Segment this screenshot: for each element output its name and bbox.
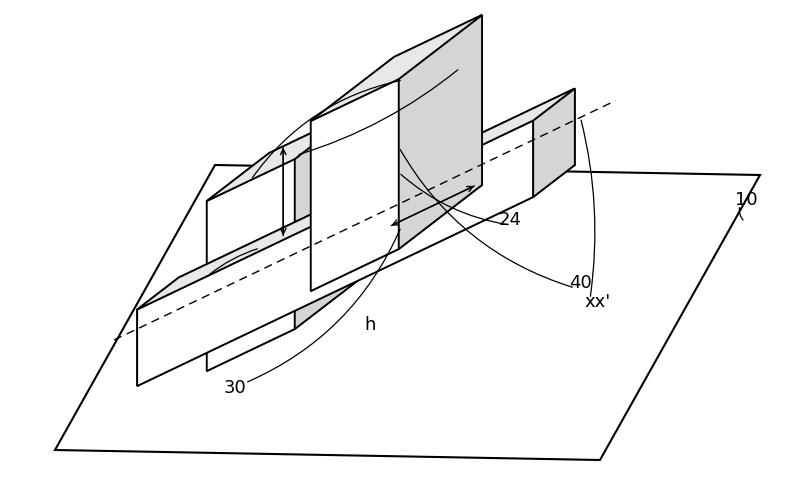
Text: d: d bbox=[210, 343, 221, 361]
Text: xx': xx' bbox=[585, 293, 611, 311]
Polygon shape bbox=[310, 15, 482, 121]
Polygon shape bbox=[179, 89, 574, 354]
Polygon shape bbox=[310, 57, 394, 291]
Text: 22: 22 bbox=[383, 63, 406, 81]
Polygon shape bbox=[138, 165, 574, 386]
Polygon shape bbox=[394, 15, 482, 227]
Polygon shape bbox=[534, 89, 574, 197]
Text: 40: 40 bbox=[569, 274, 591, 292]
Polygon shape bbox=[138, 89, 574, 309]
Polygon shape bbox=[138, 277, 179, 386]
Polygon shape bbox=[138, 121, 534, 386]
Polygon shape bbox=[269, 111, 357, 323]
Polygon shape bbox=[398, 15, 482, 249]
Polygon shape bbox=[55, 165, 760, 460]
Polygon shape bbox=[206, 153, 269, 371]
Text: 30: 30 bbox=[449, 51, 471, 69]
Polygon shape bbox=[310, 79, 398, 291]
Text: 30: 30 bbox=[224, 379, 246, 397]
Polygon shape bbox=[310, 185, 482, 291]
Polygon shape bbox=[206, 159, 294, 371]
Polygon shape bbox=[294, 111, 357, 329]
Polygon shape bbox=[206, 281, 357, 371]
Polygon shape bbox=[206, 111, 357, 201]
Text: 24: 24 bbox=[498, 211, 522, 229]
Text: 20: 20 bbox=[244, 239, 266, 257]
Text: 10: 10 bbox=[735, 191, 758, 209]
Text: h: h bbox=[364, 316, 376, 334]
